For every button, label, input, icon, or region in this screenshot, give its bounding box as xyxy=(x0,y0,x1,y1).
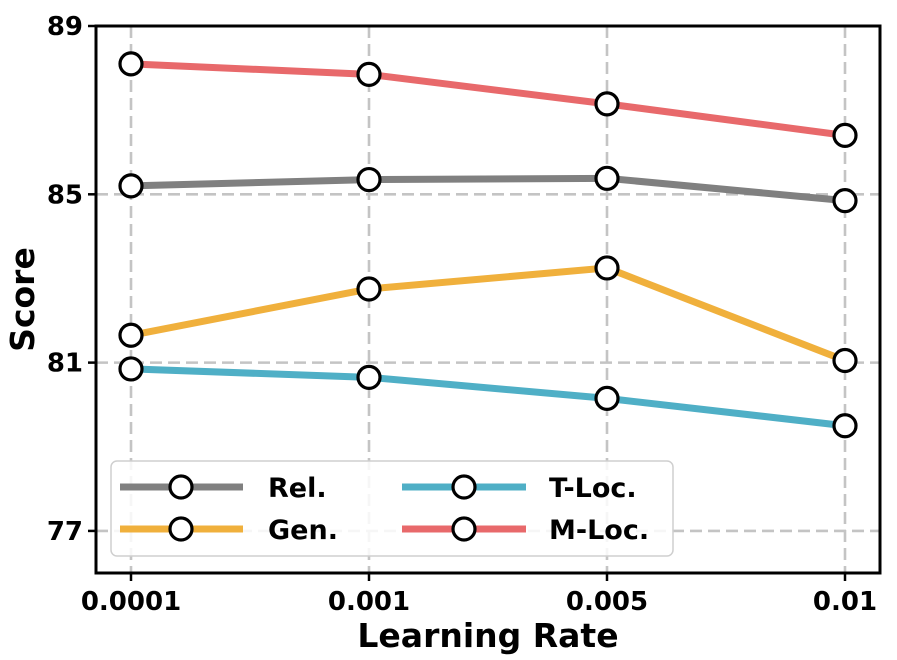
data-point-gen-0.01 xyxy=(832,347,858,374)
data-point-t-loc-0.01 xyxy=(832,413,858,439)
x-tick-label: 0.01 xyxy=(813,587,877,617)
axis-ticks: 0.0001 0.001 0.005 0.01 77 81 85 89 xyxy=(47,12,877,617)
legend: Rel. Gen. T-Loc. M-Loc. xyxy=(110,460,674,557)
x-tick-label: 0.005 xyxy=(566,587,648,617)
data-point-gen-0.005 xyxy=(594,255,620,281)
data-point-rel-0.005 xyxy=(594,165,620,191)
data-point-gen-0.0001 xyxy=(118,322,144,348)
data-point-t-loc-0.001 xyxy=(356,364,382,390)
x-tick-label: 0.0001 xyxy=(81,587,181,617)
legend-box xyxy=(110,460,674,557)
y-tick-label: 77 xyxy=(47,517,83,547)
legend-label: Rel. xyxy=(268,473,327,504)
x-axis-label: Learning Rate xyxy=(357,616,618,655)
data-point-t-loc-0.005 xyxy=(594,385,620,411)
series-m-loc xyxy=(118,51,858,148)
legend-label: M-Loc. xyxy=(549,515,649,546)
data-point-rel-0.01 xyxy=(832,188,858,214)
legend-label: Gen. xyxy=(268,515,338,546)
legend-swatch-marker xyxy=(451,474,477,500)
plot-frame xyxy=(94,24,882,575)
series-line-m-loc xyxy=(130,60,846,139)
data-point-t-loc-0.0001 xyxy=(118,356,144,382)
legend-entry-t-loc: T-Loc. xyxy=(402,473,637,504)
series-layer xyxy=(118,51,858,439)
legend-swatch-marker xyxy=(451,516,477,542)
series-line-rel xyxy=(130,174,846,205)
y-tick-label: 85 xyxy=(47,180,83,210)
y-tick-label: 89 xyxy=(47,12,83,42)
series-line-gen xyxy=(130,264,847,364)
legend-entry-rel: Rel. xyxy=(120,473,327,504)
data-point-m-loc-0.005 xyxy=(594,91,620,117)
series-line-t-loc xyxy=(130,365,846,430)
data-point-m-loc-0.001 xyxy=(356,61,382,87)
data-point-m-loc-0.0001 xyxy=(118,51,144,77)
data-point-rel-0.001 xyxy=(356,166,382,193)
legend-swatch-marker xyxy=(168,474,194,500)
legend-label: T-Loc. xyxy=(549,473,637,504)
data-point-gen-0.001 xyxy=(356,276,382,302)
data-point-m-loc-0.01 xyxy=(832,122,858,148)
legend-swatch-marker xyxy=(168,516,194,542)
series-t-loc xyxy=(118,356,858,439)
x-tick-label: 0.001 xyxy=(328,587,410,617)
y-axis-label: Score xyxy=(3,247,42,352)
data-point-rel-0.0001 xyxy=(118,173,144,199)
legend-entry-m-loc: M-Loc. xyxy=(402,515,649,546)
legend-entry-gen: Gen. xyxy=(120,515,338,546)
series-rel xyxy=(118,165,858,214)
series-gen xyxy=(118,255,858,374)
y-tick-label: 81 xyxy=(47,349,83,379)
